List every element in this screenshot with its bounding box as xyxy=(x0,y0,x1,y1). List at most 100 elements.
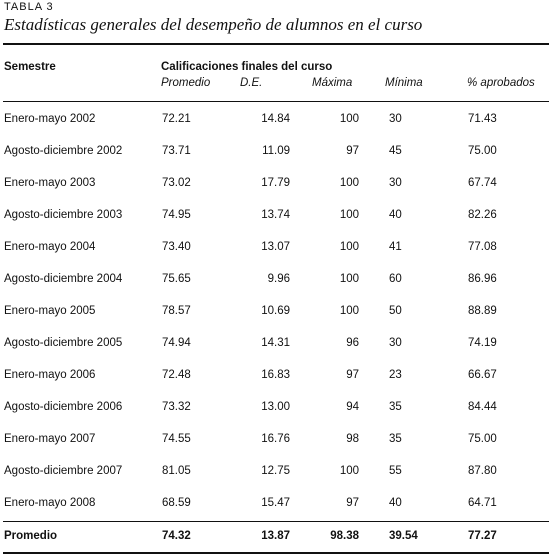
summary-aprobados: 77.27 xyxy=(468,530,497,542)
cell-aprobados: 67.74 xyxy=(468,177,497,189)
summary-minima: 39.54 xyxy=(389,530,418,542)
cell-de: 13.07 xyxy=(261,241,290,253)
cell-aprobados: 66.67 xyxy=(468,369,497,381)
header-minima: Mínima xyxy=(385,77,423,89)
table-row: Enero-mayo 2007 74.55 16.76 98 35 75.00 xyxy=(0,433,551,453)
cell-minima: 55 xyxy=(389,465,402,477)
cell-maxima: 100 xyxy=(339,209,359,221)
table-label: TABLA 3 xyxy=(4,1,54,13)
cell-de: 10.69 xyxy=(261,305,290,317)
cell-minima: 35 xyxy=(389,401,402,413)
table-row: Agosto-diciembre 2007 81.05 12.75 100 55… xyxy=(0,465,551,485)
cell-semester: Enero-mayo 2003 xyxy=(4,177,96,189)
cell-semester: Agosto-diciembre 2006 xyxy=(4,401,123,413)
summary-label: Promedio xyxy=(4,530,58,542)
cell-minima: 30 xyxy=(389,337,402,349)
header-maxima: Máxima xyxy=(312,77,353,89)
cell-minima: 50 xyxy=(389,305,402,317)
cell-semester: Agosto-diciembre 2007 xyxy=(4,465,123,477)
cell-semester: Agosto-diciembre 2004 xyxy=(4,273,123,285)
cell-promedio: 75.65 xyxy=(162,273,191,285)
cell-de: 12.75 xyxy=(261,465,290,477)
cell-de: 17.79 xyxy=(261,177,290,189)
cell-de: 14.84 xyxy=(261,113,290,125)
cell-semester: Enero-mayo 2005 xyxy=(4,305,96,317)
cell-promedio: 78.57 xyxy=(162,305,191,317)
cell-de: 14.31 xyxy=(261,337,290,349)
table-row: Agosto-diciembre 2006 73.32 13.00 94 35 … xyxy=(0,401,551,421)
cell-de: 15.47 xyxy=(261,497,290,509)
cell-minima: 40 xyxy=(389,209,402,221)
cell-maxima: 97 xyxy=(346,497,359,509)
cell-promedio: 81.05 xyxy=(162,465,191,477)
cell-minima: 40 xyxy=(389,497,402,509)
table-row: Enero-mayo 2005 78.57 10.69 100 50 88.89 xyxy=(0,305,551,325)
cell-maxima: 100 xyxy=(339,241,359,253)
cell-maxima: 94 xyxy=(346,401,359,413)
table-row: Enero-mayo 2003 73.02 17.79 100 30 67.74 xyxy=(0,177,551,197)
cell-de: 13.74 xyxy=(261,209,290,221)
cell-aprobados: 82.26 xyxy=(468,209,497,221)
table-title: Estadísticas generales del desempeño de … xyxy=(4,15,423,34)
table-row: Agosto-diciembre 2004 75.65 9.96 100 60 … xyxy=(0,273,551,293)
cell-aprobados: 86.96 xyxy=(468,273,497,285)
summary-rule xyxy=(3,521,549,522)
cell-maxima: 100 xyxy=(339,113,359,125)
table-row: Enero-mayo 2006 72.48 16.83 97 23 66.67 xyxy=(0,369,551,389)
cell-maxima: 96 xyxy=(346,337,359,349)
cell-aprobados: 88.89 xyxy=(468,305,497,317)
cell-promedio: 72.21 xyxy=(162,113,191,125)
summary-promedio: 74.32 xyxy=(162,530,191,542)
cell-minima: 30 xyxy=(389,113,402,125)
cell-de: 11.09 xyxy=(262,145,290,157)
cell-maxima: 97 xyxy=(346,369,359,381)
cell-aprobados: 75.00 xyxy=(468,433,497,445)
cell-maxima: 100 xyxy=(339,305,359,317)
cell-maxima: 97 xyxy=(346,145,359,157)
top-rule xyxy=(3,43,549,45)
header-aprobados: % aprobados xyxy=(467,77,535,89)
table-row: Agosto-diciembre 2005 74.94 14.31 96 30 … xyxy=(0,337,551,357)
cell-aprobados: 74.19 xyxy=(468,337,497,349)
cell-maxima: 100 xyxy=(339,465,359,477)
cell-promedio: 74.55 xyxy=(162,433,191,445)
cell-minima: 60 xyxy=(389,273,402,285)
cell-semester: Enero-mayo 2008 xyxy=(4,497,96,509)
cell-promedio: 74.94 xyxy=(162,337,191,349)
header-semester: Semestre xyxy=(4,61,56,73)
cell-aprobados: 64.71 xyxy=(468,497,497,509)
table-row: Agosto-diciembre 2003 74.95 13.74 100 40… xyxy=(0,209,551,229)
cell-promedio: 72.48 xyxy=(162,369,191,381)
cell-minima: 35 xyxy=(389,433,402,445)
cell-aprobados: 77.08 xyxy=(468,241,497,253)
cell-semester: Agosto-diciembre 2002 xyxy=(4,145,123,157)
cell-semester: Enero-mayo 2007 xyxy=(4,433,96,445)
header-promedio: Promedio xyxy=(161,77,211,89)
cell-de: 16.76 xyxy=(261,433,290,445)
cell-promedio: 73.32 xyxy=(162,401,191,413)
bottom-rule xyxy=(3,552,549,554)
header-rule xyxy=(3,101,549,102)
summary-maxima: 98.38 xyxy=(330,530,359,542)
summary-row: Promedio 74.32 13.87 98.38 39.54 77.27 xyxy=(0,530,551,550)
cell-promedio: 68.59 xyxy=(162,497,191,509)
cell-semester: Agosto-diciembre 2003 xyxy=(4,209,123,221)
cell-maxima: 100 xyxy=(339,177,359,189)
cell-promedio: 73.02 xyxy=(162,177,191,189)
header-de: D.E. xyxy=(240,77,263,89)
cell-maxima: 98 xyxy=(346,433,359,445)
cell-minima: 23 xyxy=(389,369,402,381)
table-row: Agosto-diciembre 2002 73.71 11.09 97 45 … xyxy=(0,145,551,165)
summary-de: 13.87 xyxy=(261,530,290,542)
cell-maxima: 100 xyxy=(339,273,359,285)
cell-minima: 30 xyxy=(389,177,402,189)
cell-semester: Enero-mayo 2002 xyxy=(4,113,96,125)
cell-promedio: 73.71 xyxy=(162,145,191,157)
cell-semester: Agosto-diciembre 2005 xyxy=(4,337,123,349)
cell-minima: 45 xyxy=(389,145,402,157)
header-group: Calificaciones finales del curso xyxy=(161,61,333,73)
table-row: Enero-mayo 2004 73.40 13.07 100 41 77.08 xyxy=(0,241,551,261)
table-row: Enero-mayo 2002 72.21 14.84 100 30 71.43 xyxy=(0,113,551,133)
cell-minima: 41 xyxy=(389,241,402,253)
cell-aprobados: 84.44 xyxy=(468,401,497,413)
